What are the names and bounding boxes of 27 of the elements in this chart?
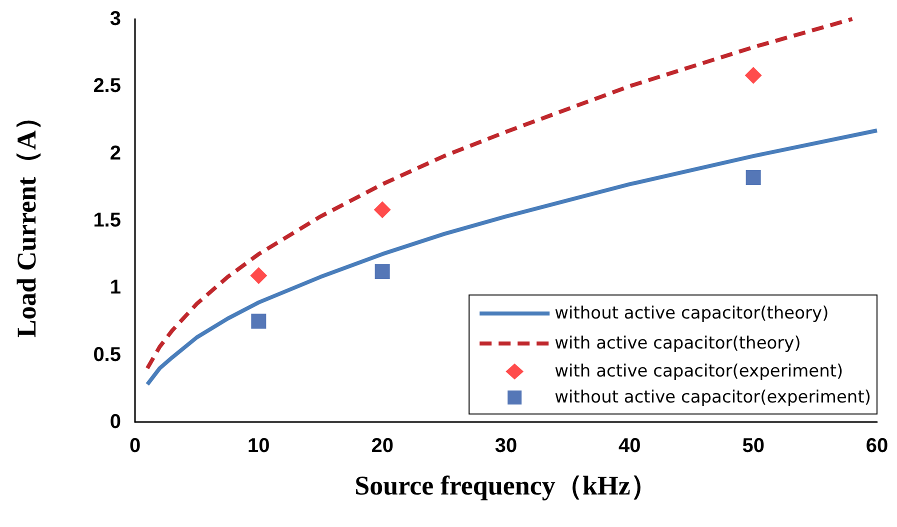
y-tick-label: 0 [110, 411, 121, 433]
point [746, 170, 761, 186]
point [251, 314, 266, 329]
x-tick-label: 30 [494, 435, 518, 457]
y-tick-label: 0.5 [93, 344, 121, 366]
y-axis-title: Load Current（A） [12, 103, 42, 338]
x-axis-title: Source frequency（kHz） [354, 470, 658, 500]
y-tick-label: 2 [110, 142, 121, 164]
point [250, 267, 268, 284]
point [744, 66, 762, 84]
legend-label: without active capacitor(theory) [554, 304, 829, 324]
legend-label: without active capacitor(experiment) [554, 388, 872, 408]
x-tick-label: 20 [371, 435, 394, 457]
x-tick-label: 0 [129, 435, 141, 457]
x-tick-label: 50 [742, 435, 764, 457]
point [374, 201, 391, 218]
y-tick-label: 3 [110, 8, 121, 30]
y-tick-label: 2.5 [93, 75, 121, 98]
x-tick-label: 10 [248, 435, 270, 457]
x-tick-label: 60 [866, 435, 888, 457]
line-series [145, 128, 879, 386]
y-tick-label: 1 [110, 276, 121, 299]
y-tick-label: 1.5 [93, 210, 121, 232]
point [374, 264, 390, 280]
legend-label: with active capacitor(experiment) [554, 362, 844, 382]
legend-label: with active capacitor(theory) [554, 334, 801, 354]
x-tick-label: 40 [618, 435, 641, 457]
